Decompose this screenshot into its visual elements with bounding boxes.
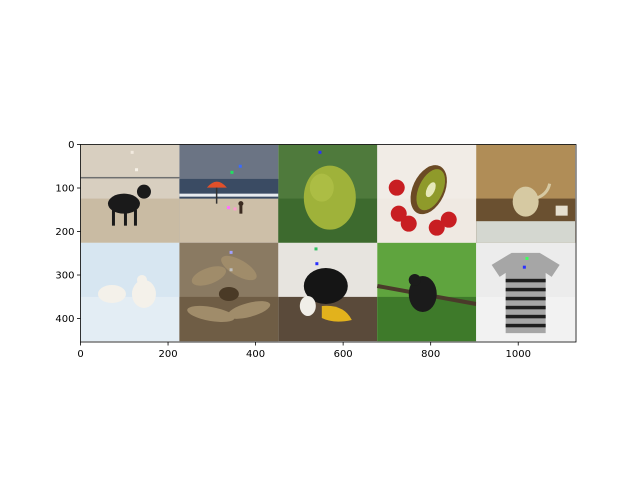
y-tick-label: 0 [68,140,74,151]
dog-body [107,193,140,214]
image-tile [80,144,180,243]
tile-subject [303,165,356,230]
pixel-marker [522,265,526,269]
person [239,205,243,214]
y-tick-label: 400 [55,314,74,325]
tile-ground [80,296,180,342]
leaf [227,301,271,319]
y-axis: 0 100 200 300 400 [55,140,81,325]
image-grid [80,144,576,342]
polar-bear-head [136,274,147,285]
x-tick-label: 600 [334,349,353,360]
tile-subject [97,274,156,308]
x-tick-label: 1000 [505,349,530,360]
surf [179,193,279,197]
y-tick-label: 300 [55,271,74,282]
tile-subject [376,273,477,312]
x-axis: 0 200 400 600 800 1000 [77,342,531,360]
x-tick-label: 800 [421,349,440,360]
tile-subject [80,176,180,226]
t-shirt-stripe [505,278,546,283]
pixel-marker [233,207,237,211]
image-tile [278,144,378,243]
dog-leg [111,209,115,226]
pixel-marker [230,170,234,174]
polar-bear [131,279,156,308]
pixel-marker [315,262,319,266]
label-card [555,205,568,216]
image-tile [179,242,279,342]
tile-ground [179,198,279,243]
axes-frame [80,144,577,343]
monkey-head [408,273,421,286]
t-shirt-stripe [505,305,546,310]
image-tile [476,242,576,342]
t-shirt-stripe [505,287,546,292]
pixel-marker [314,247,318,251]
kiwi-core [425,182,436,198]
tile-subject [187,255,271,323]
jackfruit-highlight [309,173,334,202]
x-tick-label: 400 [246,349,265,360]
dog-head [136,184,151,199]
horizon [80,176,180,179]
strawberry [440,211,457,228]
image-tile [278,242,378,342]
tile-subject [299,267,352,322]
pixel-marker [135,168,139,172]
image-tile [376,242,477,342]
polar-bear [97,284,126,303]
pixel-marker [525,256,529,260]
leaf [191,266,227,286]
shelf [476,221,576,243]
image-tile [179,144,279,243]
strawberry [388,179,405,196]
x-tick-label: 200 [158,349,177,360]
image-tile [476,144,576,243]
strawberry [390,205,407,222]
pixel-marker [229,250,233,254]
pixel-marker [226,206,230,210]
person [238,201,244,207]
tile-subject [491,252,560,334]
dog-leg [133,209,137,226]
toad [218,286,239,301]
umbrella [206,181,227,188]
umbrella-pole [215,187,218,204]
strawberry [428,219,445,236]
pixel-marker [130,150,134,154]
y-tick-label: 200 [55,227,74,238]
y-tick-label: 100 [55,184,74,195]
t-shirt [491,252,560,334]
x-tick-label: 0 [77,349,83,360]
strawberry [400,215,417,232]
leaf [221,255,257,281]
pixel-marker [238,164,242,168]
tile-subject [476,183,576,243]
hornbill-beak [321,305,352,322]
hornbill-body [303,267,348,304]
pixel-marker [318,150,322,154]
dog-leg [123,209,127,226]
leaf [187,305,235,323]
pixel-marker [229,268,233,272]
t-shirt-stripe [505,323,546,328]
hornbill-chest [299,295,316,316]
image-tile [80,242,180,342]
image-tile [377,144,477,243]
teapot-spout [537,183,552,200]
t-shirt-stripe [505,296,546,301]
tile-subject [388,165,457,236]
teapot-body [512,186,539,217]
tile-subject [179,178,279,214]
t-shirt-stripe [505,314,546,319]
